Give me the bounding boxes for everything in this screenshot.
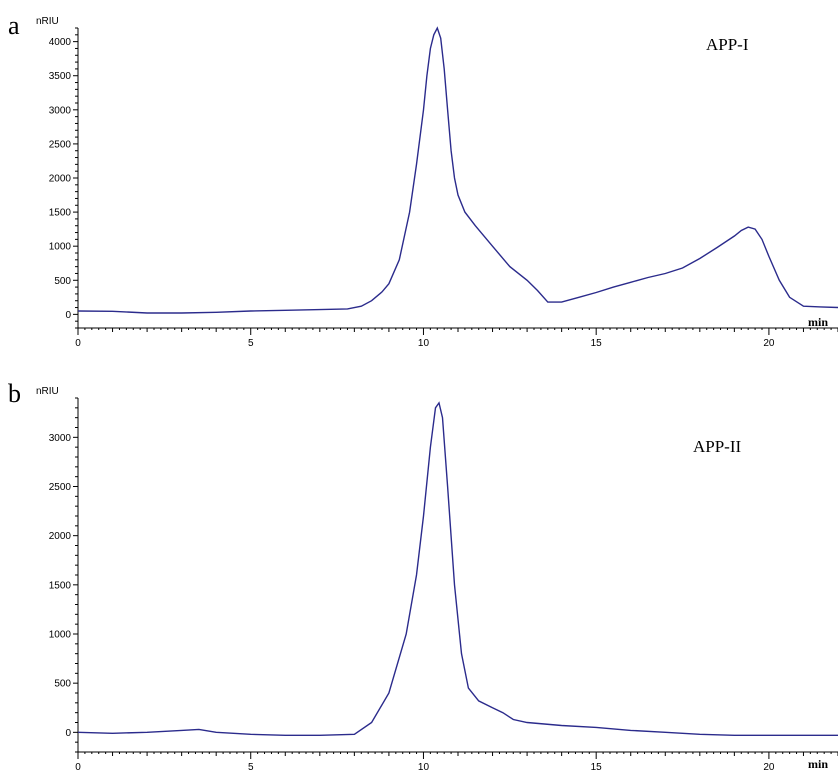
y-tick-label: 3500 xyxy=(49,71,72,82)
y-tick-label: 2000 xyxy=(49,174,72,185)
y-tick-label: 3000 xyxy=(49,105,72,116)
panel-a-letter: a xyxy=(8,11,20,40)
x-tick-label: 20 xyxy=(763,338,775,349)
y-tick-label: 500 xyxy=(54,679,71,690)
panel-a-trace xyxy=(77,26,838,314)
x-tick-label: 15 xyxy=(591,762,603,772)
panel-b-letter: b xyxy=(8,379,21,408)
x-tick-label: 5 xyxy=(248,762,254,772)
panel-b-annotation: APP-II xyxy=(693,437,742,456)
y-tick-label: 0 xyxy=(65,728,71,739)
x-tick-label: 0 xyxy=(75,338,81,349)
panel-a-annotation: APP-I xyxy=(706,35,749,54)
y-tick-label: 1000 xyxy=(49,242,72,253)
panel-a-ylabel: nRIU xyxy=(36,16,59,27)
panel-b-axes: 0 500 1000 1500 2000 2500 3000 0 5 10 15 20 xyxy=(49,397,838,772)
panel-a-axes: 0 500 1000 1500 2000 2500 3000 3500 4000 0 5 10 15 20 xyxy=(49,27,838,349)
panel-b-trace xyxy=(77,401,838,736)
x-tick-label: 10 xyxy=(418,762,430,772)
panel-a-xlabel: min xyxy=(808,315,828,329)
y-tick-label: 4000 xyxy=(49,37,72,48)
panel-b-xlabel: min xyxy=(808,757,828,771)
panel-b: b nRIU APP-II min 0 500 1000 1500 2000 2500 30… xyxy=(8,379,838,772)
y-tick-label: 3000 xyxy=(49,433,72,444)
y-tick-label: 2500 xyxy=(49,139,72,150)
y-tick-label: 1000 xyxy=(49,630,72,641)
y-tick-label: 2500 xyxy=(49,482,72,493)
y-tick-label: 2000 xyxy=(49,531,72,542)
panel-b-ylabel: nRIU xyxy=(36,386,59,397)
x-tick-label: 5 xyxy=(248,338,254,349)
y-tick-label: 500 xyxy=(54,276,71,287)
y-tick-label: 1500 xyxy=(49,208,72,219)
x-tick-label: 20 xyxy=(763,762,775,772)
y-tick-label: 0 xyxy=(65,310,71,321)
x-tick-label: 15 xyxy=(591,338,603,349)
panel-a: a nRIU APP-I min 0 500 1000 1500 2000 2500 300… xyxy=(8,11,838,349)
y-tick-label: 1500 xyxy=(49,580,72,591)
x-tick-label: 10 xyxy=(418,338,430,349)
x-tick-label: 0 xyxy=(75,762,81,772)
